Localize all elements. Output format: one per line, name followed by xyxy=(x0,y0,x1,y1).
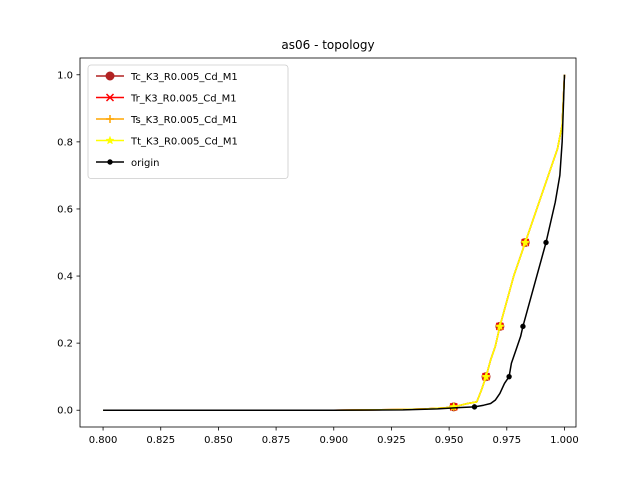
x-tick-label: 0.825 xyxy=(146,435,175,446)
legend-marker xyxy=(105,135,115,145)
axes-frame xyxy=(79,57,577,428)
legend-marker xyxy=(105,71,115,81)
legend-item: Tc_K3_R0.005_Cd_M1 xyxy=(96,71,238,83)
legend-label: origin xyxy=(131,158,159,169)
x-tick-label: 0.850 xyxy=(204,435,233,446)
legend-label: Ts_K3_R0.005_Cd_M1 xyxy=(130,115,237,126)
legend-label: Tt_K3_R0.005_Cd_M1 xyxy=(130,137,238,148)
legend-item: Tt_K3_R0.005_Cd_M1 xyxy=(96,135,238,148)
y-tick-label: 0.2 xyxy=(57,339,73,350)
x-tick-label: 1.000 xyxy=(550,435,579,446)
legend-item: origin xyxy=(96,158,159,169)
chart-title: as06 - topology xyxy=(281,38,374,52)
data-point xyxy=(471,404,478,410)
series-line xyxy=(103,74,566,411)
x-tick-label: 0.925 xyxy=(377,435,406,446)
x-tick-label: 0.800 xyxy=(89,435,118,446)
y-tick-label: 0.8 xyxy=(57,137,73,148)
x-tick-label: 0.975 xyxy=(492,435,521,446)
legend-label: Tc_K3_R0.005_Cd_M1 xyxy=(130,72,238,83)
y-tick-label: 0.4 xyxy=(57,272,73,283)
x-axis: 0.800 0.825 0.850 0.875 0.900 0.925 0.950 0.975… xyxy=(89,427,579,446)
legend-label: Tr_K3_R0.005_Cd_M1 xyxy=(130,94,237,105)
x-tick-label: 0.950 xyxy=(435,435,464,446)
data-point xyxy=(495,321,505,331)
x-tick-label: 0.900 xyxy=(319,435,348,446)
series-4 xyxy=(103,74,566,411)
data-point xyxy=(543,239,549,246)
x-tick-label: 0.875 xyxy=(262,435,291,446)
y-tick-label: 0.0 xyxy=(57,406,73,417)
legend-item: Ts_K3_R0.005_Cd_M1 xyxy=(96,115,237,126)
data-point xyxy=(520,323,526,330)
legend-box xyxy=(87,64,289,179)
series-layer xyxy=(103,74,566,412)
data-point xyxy=(520,237,530,247)
legend-item: Tr_K3_R0.005_Cd_M1 xyxy=(96,93,237,105)
legend: Tc_K3_R0.005_Cd_M1 Tr_K3_R0.005_Cd_M1 Ts_K… xyxy=(87,64,289,179)
legend-marker xyxy=(107,159,113,165)
legend-marker xyxy=(105,93,115,102)
y-axis: 0.0 0.2 0.4 0.6 0.8 1.0 xyxy=(57,70,80,417)
data-point xyxy=(506,373,512,380)
y-tick-label: 1.0 xyxy=(57,70,73,81)
data-point xyxy=(481,371,491,381)
legend-marker xyxy=(106,115,114,123)
y-tick-label: 0.6 xyxy=(57,204,73,215)
